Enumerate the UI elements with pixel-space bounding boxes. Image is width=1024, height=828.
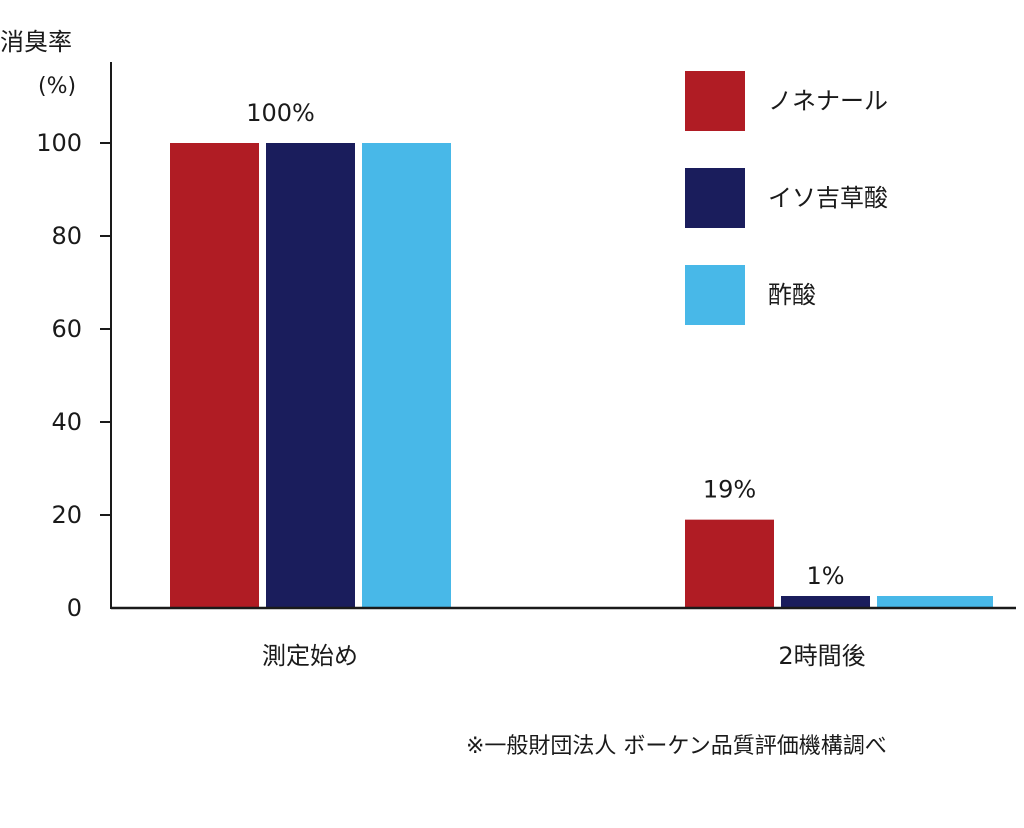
data-labels: 100% 19% 1%: [246, 99, 844, 590]
footnote: ※一般財団法人 ボーケン品質評価機構調べ: [466, 734, 887, 759]
legend-label: イソ吉草酸: [768, 184, 888, 212]
y-tick-label: 20: [51, 501, 82, 529]
bar-2-after-2h: [781, 596, 870, 608]
y-tick-label: 100: [36, 129, 82, 157]
x-axis-categories: 測定始め 2時間後: [262, 642, 866, 670]
y-tick-label: 40: [51, 408, 82, 436]
y-axis-label: 消臭率: [0, 28, 72, 56]
bar-2-start: [266, 143, 355, 608]
y-axis-unit: (%): [38, 74, 76, 99]
legend-label: 酢酸: [768, 281, 816, 309]
bars: [170, 143, 993, 608]
x-category-label: 測定始め: [262, 642, 358, 670]
data-label: 19%: [703, 476, 756, 504]
bar-3-start: [362, 143, 451, 608]
y-tick-label: 80: [51, 222, 82, 250]
legend-swatch: [685, 168, 745, 228]
data-label: 1%: [806, 562, 844, 590]
legend-swatch: [685, 265, 745, 325]
y-axis-ticks: 0 20 40 60 80 100: [36, 129, 111, 622]
x-category-label: 2時間後: [778, 642, 865, 670]
y-tick-label: 60: [51, 315, 82, 343]
data-label: 100%: [246, 99, 315, 127]
bar-3-after-2h: [877, 596, 993, 608]
bar-1-start: [170, 143, 259, 608]
y-tick-label: 0: [67, 594, 82, 622]
legend-label: ノネナール: [768, 87, 888, 115]
legend-swatch: [685, 71, 745, 131]
bar-1-after-2h: [685, 519, 774, 608]
